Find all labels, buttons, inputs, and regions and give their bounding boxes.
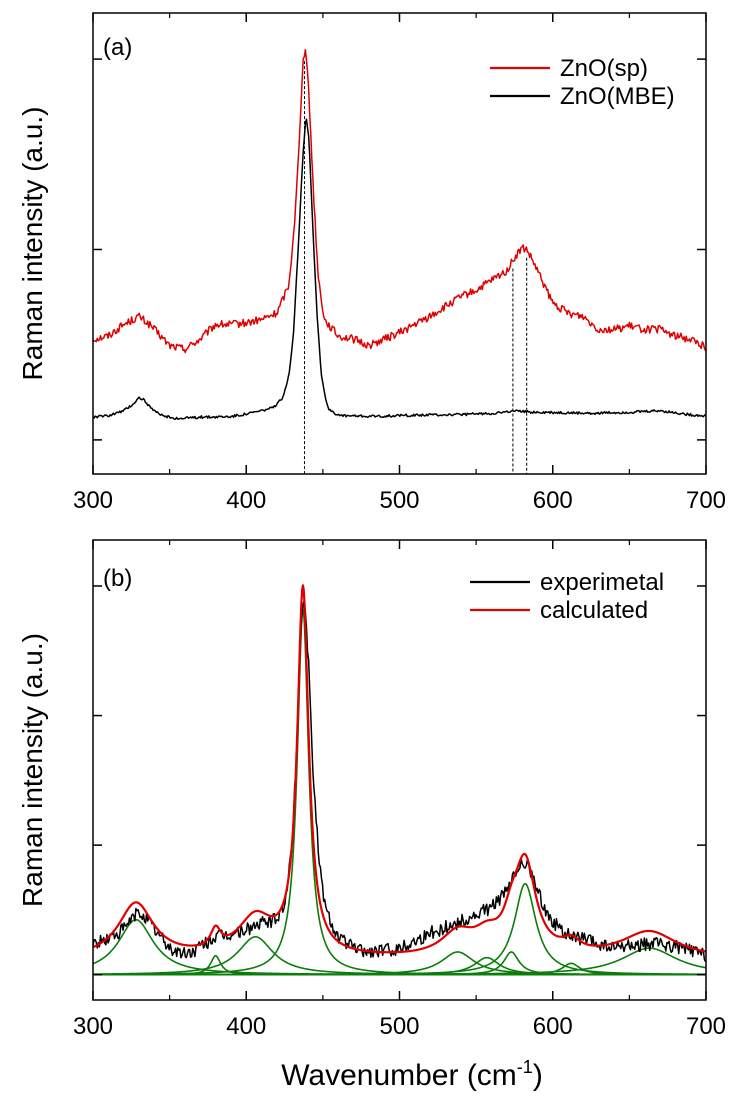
x-tick-label-300: 300	[73, 487, 113, 514]
plot-area	[93, 584, 706, 976]
panel-label: (a)	[103, 34, 132, 61]
series-line-zno-sp-	[93, 48, 706, 354]
x-tick-label-500: 500	[379, 487, 419, 514]
x-tick-label-400: 400	[226, 487, 266, 514]
x-tick-label-700: 700	[686, 1013, 726, 1040]
y-axis-label: Raman intensity (a.u.)	[17, 633, 48, 907]
plot-area	[93, 48, 706, 474]
x-tick-label-400: 400	[226, 1013, 266, 1040]
panel-b: 300 400 500 600 700 Raman intensity (a.u.) (b)…	[17, 539, 726, 1040]
legend-label-0: experimetal	[540, 569, 664, 596]
x-tick-label-300: 300	[73, 1013, 113, 1040]
x-tick-label-600: 600	[533, 1013, 573, 1040]
component-peak-582	[93, 882, 706, 976]
x-tick-label-700: 700	[686, 487, 726, 514]
legend-label-1: calculated	[540, 597, 648, 624]
legend: ZnO(sp)ZnO(MBE)	[490, 55, 675, 110]
series-line-zno-mbe-	[93, 118, 706, 421]
component-peak-437	[93, 608, 706, 976]
x-tick-label-500: 500	[379, 1013, 419, 1040]
component-peak-663	[93, 947, 706, 976]
panel-a: 300 400 500 600 700 Raman intensity (a.u.) (a)…	[17, 12, 726, 514]
series-line-experimetal	[93, 599, 706, 962]
legend-label-0: ZnO(sp)	[560, 55, 648, 82]
x-axis-label: Wavenumber (cm-1)	[281, 1057, 543, 1092]
x-tick-label-600: 600	[533, 487, 573, 514]
y-axis-label: Raman intensity (a.u.)	[17, 107, 48, 381]
legend-label-1: ZnO(MBE)	[560, 83, 675, 110]
series-line-calculated	[93, 584, 706, 954]
panel-label: (b)	[103, 565, 132, 592]
